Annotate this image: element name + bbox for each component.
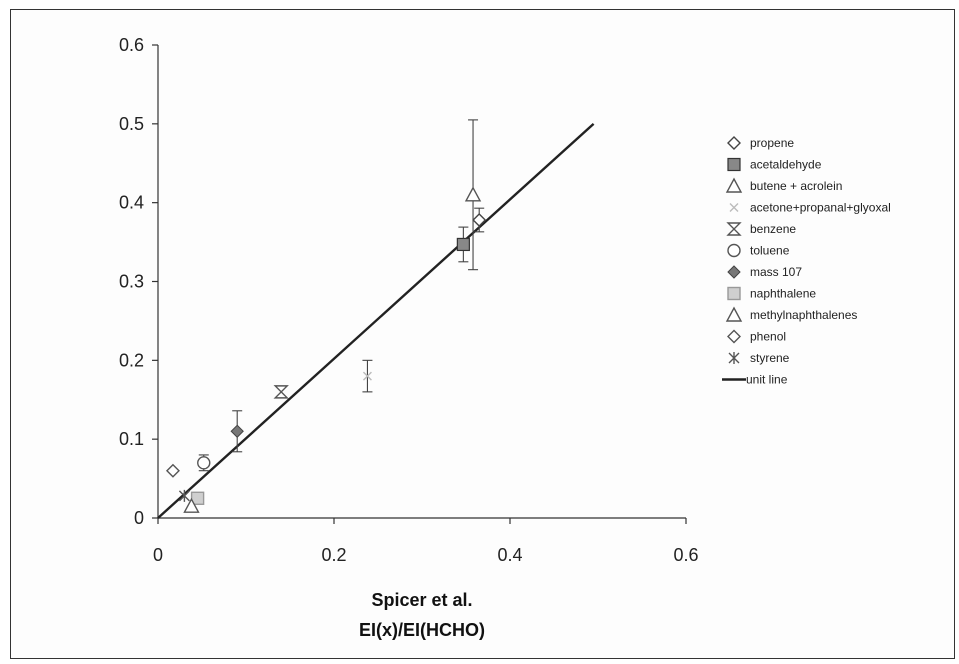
data-point (464, 186, 482, 202)
legend-entry: benzene (726, 222, 796, 236)
chart-marks (157, 119, 595, 519)
legend-entry: styrene (728, 351, 790, 365)
x-tick-label: 0.4 (497, 545, 522, 565)
series-toluene (197, 454, 211, 472)
legend-marker (729, 203, 739, 212)
legend-label: unit line (746, 373, 788, 387)
legend-entry: toluene (727, 243, 790, 258)
series-phenol (165, 463, 180, 478)
x-axis-label-line2: EI(x)/EI(HCHO) (359, 620, 485, 640)
legend-entry: unit line (722, 373, 788, 387)
y-tick-label: 0.5 (119, 114, 144, 134)
legend-marker (727, 329, 741, 344)
legend-marker (728, 352, 740, 364)
y-tick-label: 0.6 (119, 35, 144, 55)
legend-label: styrene (750, 351, 790, 365)
legend-entry: naphthalene (727, 286, 816, 301)
legend-label: acetaldehyde (750, 158, 822, 172)
legend-label: methylnaphthalenes (750, 308, 857, 322)
legend-entry: propene (727, 136, 794, 150)
legend-marker (727, 243, 741, 258)
legend-entry: acetone+propanal+glyoxal (729, 201, 891, 215)
data-point (178, 489, 190, 502)
legend-label: mass 107 (750, 265, 802, 279)
series-mass-107 (230, 410, 244, 453)
legend-entry: acetaldehyde (727, 157, 822, 172)
data-point (197, 456, 211, 470)
x-tick-label: 0.2 (321, 545, 346, 565)
legend-label: butene + acrolein (750, 179, 842, 193)
legend-marker (727, 265, 741, 279)
legend-entry: methylnaphthalenes (725, 306, 857, 322)
data-point (273, 385, 289, 399)
data-point (165, 463, 180, 478)
x-tick-label: 0.6 (673, 545, 698, 565)
y-tick-label: 0.1 (119, 429, 144, 449)
legend-label: benzene (750, 222, 796, 236)
data-point (183, 497, 200, 513)
legend-label: acetone+propanal+glyoxal (750, 201, 891, 215)
legend-label: phenol (750, 330, 786, 344)
legend-entry: mass 107 (727, 265, 802, 279)
axes: 0 0.1 0.2 0.3 0.4 0.5 0.6 0 0.2 0.4 0.6 (119, 35, 699, 565)
series-styrene (178, 489, 190, 502)
data-point (472, 213, 487, 227)
legend-label: naphthalene (750, 287, 816, 301)
legend-entry: phenol (727, 329, 786, 344)
legend-marker (725, 306, 743, 322)
y-tick-label: 0.2 (119, 350, 144, 370)
y-tick-label: 0 (134, 508, 144, 528)
y-tick-label: 0.3 (119, 272, 144, 292)
unit-line (157, 122, 595, 519)
series-butene-acrolein (464, 119, 482, 271)
legend-marker (725, 177, 743, 193)
data-point (230, 424, 244, 438)
legend-label: toluene (750, 244, 790, 258)
y-tick-label: 0.4 (119, 193, 144, 213)
chart-frame (10, 9, 955, 659)
legend: propene acetaldehyde butene + acrolein acet… (722, 136, 891, 387)
legend-marker (726, 222, 742, 236)
legend-marker (727, 136, 741, 150)
legend-entry: butene + acrolein (725, 177, 842, 193)
legend-label: propene (750, 136, 794, 150)
series-propene (472, 207, 487, 233)
series-acetaldehyde (456, 226, 470, 263)
series-methylnaphthalenes (183, 497, 200, 513)
data-point (456, 237, 470, 252)
data-point (362, 371, 372, 381)
legend-marker (727, 157, 741, 172)
x-tick-label: 0 (153, 545, 163, 565)
series-benzene (273, 385, 289, 399)
series-acetone-propanal-glyoxal (362, 359, 373, 393)
legend-marker (727, 286, 741, 301)
x-axis-label-line1: Spicer et al. (371, 590, 472, 610)
